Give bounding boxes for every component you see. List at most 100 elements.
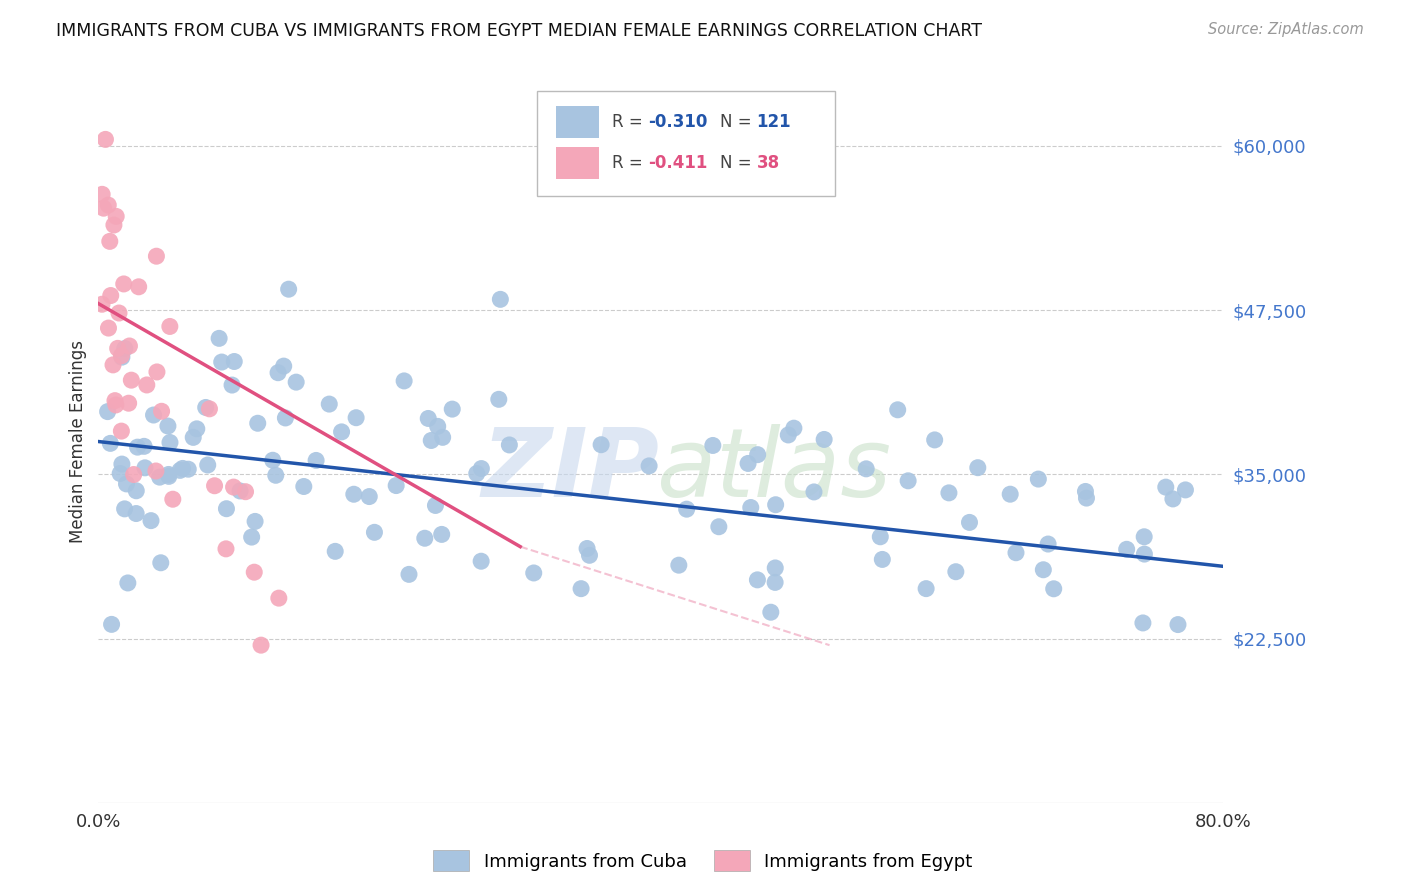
Point <box>938 486 960 500</box>
Point <box>783 421 806 435</box>
Point <box>737 457 759 471</box>
Point <box>392 374 415 388</box>
Legend: Immigrants from Cuba, Immigrants from Egypt: Immigrants from Cuba, Immigrants from Eg… <box>426 843 980 879</box>
Point <box>267 591 290 606</box>
Point <box>418 411 440 425</box>
Bar <box>557 105 599 138</box>
Point <box>108 306 131 320</box>
Point <box>420 434 443 448</box>
Point <box>523 566 546 580</box>
Point <box>359 490 381 504</box>
Point <box>855 462 877 476</box>
Point <box>186 422 208 436</box>
Point <box>97 321 120 335</box>
Point <box>157 469 180 483</box>
Point <box>177 462 200 476</box>
Point <box>91 297 114 311</box>
Point <box>194 401 217 415</box>
Point <box>264 468 287 483</box>
Point <box>146 365 169 379</box>
Point <box>591 438 613 452</box>
Point <box>1036 537 1059 551</box>
Point <box>747 573 769 587</box>
Point <box>285 375 308 389</box>
Text: IMMIGRANTS FROM CUBA VS IMMIGRANTS FROM EGYPT MEDIAN FEMALE EARNINGS CORRELATION: IMMIGRANTS FROM CUBA VS IMMIGRANTS FROM … <box>56 22 983 40</box>
Point <box>159 435 181 450</box>
Point <box>886 402 908 417</box>
Point <box>897 474 920 488</box>
Point <box>318 397 340 411</box>
Point <box>114 342 136 356</box>
Point <box>198 401 221 416</box>
Point <box>125 483 148 498</box>
Point <box>924 433 946 447</box>
Point <box>1032 563 1054 577</box>
Point <box>229 483 252 498</box>
Point <box>104 398 127 412</box>
Point <box>740 500 762 515</box>
Text: 121: 121 <box>756 113 792 131</box>
Point <box>98 235 121 249</box>
Point <box>246 417 269 431</box>
Point <box>778 428 800 442</box>
Point <box>204 479 226 493</box>
Point <box>108 467 131 481</box>
Point <box>139 514 162 528</box>
Point <box>169 463 191 477</box>
Point <box>343 487 366 501</box>
Point <box>107 342 129 356</box>
Point <box>149 470 172 484</box>
Point <box>100 288 122 302</box>
Point <box>115 477 138 491</box>
Point <box>569 582 592 596</box>
Point <box>150 404 173 418</box>
Point <box>132 439 155 453</box>
Point <box>277 282 299 296</box>
Point <box>813 433 835 447</box>
Point <box>470 461 492 475</box>
Point <box>105 210 128 224</box>
Point <box>1042 582 1064 596</box>
Point <box>101 358 124 372</box>
Point <box>945 565 967 579</box>
Point <box>488 392 510 407</box>
Point <box>998 487 1021 501</box>
Point <box>1076 491 1098 505</box>
Point <box>763 561 786 575</box>
Point <box>157 467 180 482</box>
Point <box>94 132 117 146</box>
Point <box>707 520 730 534</box>
Point <box>576 541 599 556</box>
Point <box>181 430 204 444</box>
Point <box>117 576 139 591</box>
Point <box>803 484 825 499</box>
Point <box>162 492 184 507</box>
Text: 38: 38 <box>756 154 779 172</box>
Point <box>763 575 786 590</box>
Point <box>385 478 408 492</box>
Point <box>432 430 454 444</box>
Point <box>235 484 257 499</box>
Point <box>221 378 243 392</box>
Point <box>208 331 231 345</box>
Point <box>125 507 148 521</box>
Point <box>224 354 246 368</box>
Point <box>1074 484 1097 499</box>
Point <box>267 366 290 380</box>
Text: N =: N = <box>720 113 758 131</box>
Point <box>915 582 938 596</box>
Point <box>97 404 120 418</box>
Point <box>97 198 120 212</box>
Point <box>197 458 219 472</box>
Y-axis label: Median Female Earnings: Median Female Earnings <box>69 340 87 543</box>
Point <box>292 479 315 493</box>
Text: -0.411: -0.411 <box>648 154 707 172</box>
Point <box>363 525 385 540</box>
Point <box>112 277 135 291</box>
Point <box>91 187 114 202</box>
Point <box>1132 615 1154 630</box>
Point <box>1174 483 1197 497</box>
Point <box>578 549 600 563</box>
Point <box>498 438 520 452</box>
Bar <box>557 147 599 179</box>
